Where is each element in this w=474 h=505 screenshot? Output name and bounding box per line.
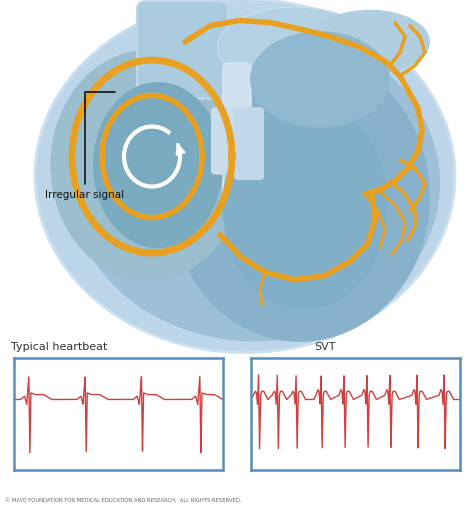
FancyBboxPatch shape — [137, 2, 228, 99]
Ellipse shape — [93, 83, 223, 248]
Ellipse shape — [170, 54, 430, 342]
Text: Irregular signal: Irregular signal — [45, 93, 124, 200]
Ellipse shape — [51, 51, 246, 281]
Ellipse shape — [35, 0, 455, 353]
Text: Typical heartbeat: Typical heartbeat — [11, 341, 108, 351]
Text: SVT: SVT — [314, 341, 336, 351]
FancyBboxPatch shape — [211, 108, 244, 175]
FancyBboxPatch shape — [234, 108, 264, 181]
Ellipse shape — [310, 11, 430, 75]
Text: © MAYO FOUNDATION FOR MEDICAL EDUCATION AND RESEARCH.  ALL RIGHTS RESERVED.: © MAYO FOUNDATION FOR MEDICAL EDUCATION … — [5, 497, 241, 502]
Ellipse shape — [250, 32, 390, 128]
Ellipse shape — [218, 8, 373, 88]
Ellipse shape — [70, 26, 440, 342]
Ellipse shape — [222, 101, 388, 310]
FancyBboxPatch shape — [223, 64, 251, 214]
